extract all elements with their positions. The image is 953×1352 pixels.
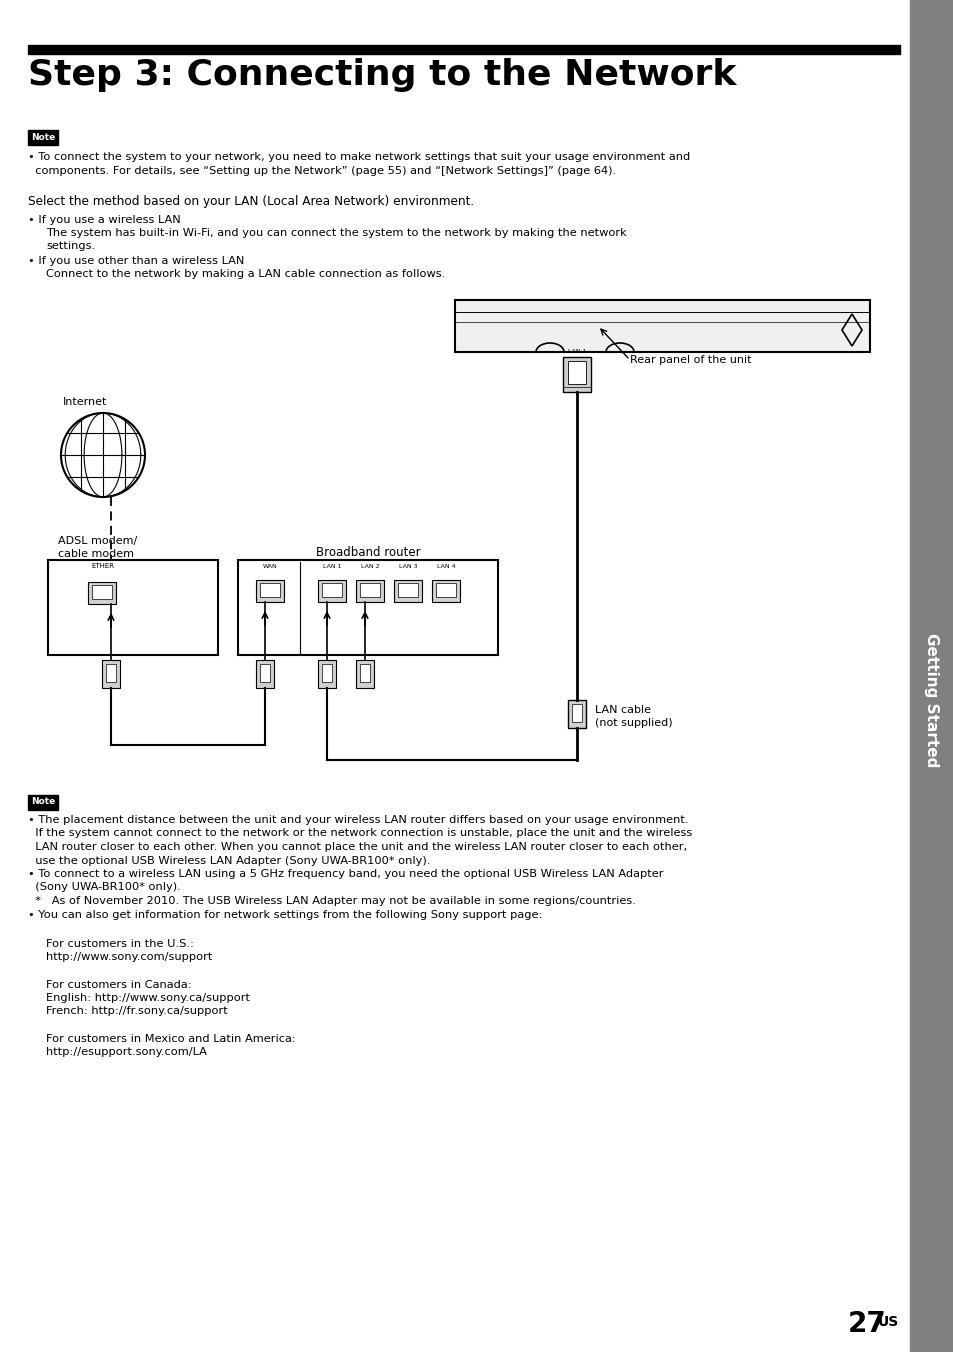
Bar bbox=[322, 664, 332, 681]
Text: Note: Note bbox=[30, 798, 55, 807]
Text: French: http://fr.sony.ca/support: French: http://fr.sony.ca/support bbox=[46, 1006, 228, 1017]
Bar bbox=[260, 664, 270, 681]
Text: ETHER: ETHER bbox=[91, 562, 114, 569]
Bar bbox=[88, 581, 116, 604]
Bar bbox=[567, 700, 585, 727]
Text: For customers in Mexico and Latin America:: For customers in Mexico and Latin Americ… bbox=[46, 1033, 295, 1044]
Text: • If you use a wireless LAN: • If you use a wireless LAN bbox=[28, 215, 180, 224]
Text: Step 3: Connecting to the Network: Step 3: Connecting to the Network bbox=[28, 58, 736, 92]
Bar bbox=[102, 660, 120, 688]
Text: 27: 27 bbox=[847, 1310, 886, 1338]
Bar bbox=[562, 357, 590, 392]
Text: English: http://www.sony.ca/support: English: http://www.sony.ca/support bbox=[46, 992, 250, 1003]
Text: (not supplied): (not supplied) bbox=[595, 718, 672, 727]
Text: LAN router closer to each other. When you cannot place the unit and the wireless: LAN router closer to each other. When yo… bbox=[28, 842, 686, 852]
Text: Internet: Internet bbox=[63, 397, 108, 407]
Bar bbox=[255, 580, 284, 602]
Bar bbox=[317, 580, 346, 602]
Text: Select the method based on your LAN (Local Area Network) environment.: Select the method based on your LAN (Loc… bbox=[28, 195, 474, 208]
Bar bbox=[397, 583, 417, 598]
Text: cable modem: cable modem bbox=[58, 549, 133, 558]
Bar bbox=[572, 704, 581, 722]
Text: LAN 4: LAN 4 bbox=[436, 564, 455, 569]
Text: US: US bbox=[877, 1315, 899, 1329]
Bar bbox=[436, 583, 456, 598]
Text: • You can also get information for network settings from the following Sony supp: • You can also get information for netwo… bbox=[28, 910, 542, 919]
Circle shape bbox=[61, 412, 145, 498]
Bar bbox=[28, 45, 899, 54]
Text: Note: Note bbox=[30, 132, 55, 142]
Bar bbox=[260, 583, 280, 598]
Text: LAN 1: LAN 1 bbox=[322, 564, 341, 569]
Text: LAN 1: LAN 1 bbox=[567, 349, 586, 354]
Bar bbox=[322, 583, 341, 598]
Bar bbox=[48, 560, 218, 654]
Bar bbox=[106, 664, 116, 681]
Bar bbox=[255, 660, 274, 688]
Text: LAN 2: LAN 2 bbox=[360, 564, 379, 569]
Text: • If you use other than a wireless LAN: • If you use other than a wireless LAN bbox=[28, 256, 244, 266]
Bar bbox=[28, 795, 58, 810]
Bar bbox=[359, 583, 379, 598]
Bar bbox=[394, 580, 421, 602]
Text: Getting Started: Getting Started bbox=[923, 633, 939, 767]
Text: • The placement distance between the unit and your wireless LAN router differs b: • The placement distance between the uni… bbox=[28, 815, 688, 825]
Text: If the system cannot connect to the network or the network connection is unstabl: If the system cannot connect to the netw… bbox=[28, 829, 692, 838]
Bar bbox=[567, 361, 585, 384]
Text: components. For details, see “Setting up the Network” (page 55) and “[Network Se: components. For details, see “Setting up… bbox=[28, 166, 616, 176]
Text: Rear panel of the unit: Rear panel of the unit bbox=[629, 356, 751, 365]
Bar bbox=[432, 580, 459, 602]
Text: http://esupport.sony.com/LA: http://esupport.sony.com/LA bbox=[46, 1046, 207, 1057]
Text: For customers in the U.S.:: For customers in the U.S.: bbox=[46, 940, 193, 949]
Text: http://www.sony.com/support: http://www.sony.com/support bbox=[46, 953, 213, 963]
Bar bbox=[28, 130, 58, 145]
Text: • To connect to a wireless LAN using a 5 GHz frequency band, you need the option: • To connect to a wireless LAN using a 5… bbox=[28, 869, 662, 879]
Text: For customers in Canada:: For customers in Canada: bbox=[46, 979, 192, 990]
Bar bbox=[355, 580, 384, 602]
Text: Connect to the network by making a LAN cable connection as follows.: Connect to the network by making a LAN c… bbox=[46, 269, 445, 279]
Text: (Sony UWA-BR100* only).: (Sony UWA-BR100* only). bbox=[28, 883, 180, 892]
Bar bbox=[91, 585, 112, 599]
Bar bbox=[317, 660, 335, 688]
Bar bbox=[909, 0, 953, 1352]
Bar bbox=[237, 560, 497, 654]
Bar bbox=[455, 300, 869, 352]
Text: *   As of November 2010. The USB Wireless LAN Adapter may not be available in so: * As of November 2010. The USB Wireless … bbox=[28, 896, 636, 906]
Text: LAN 3: LAN 3 bbox=[398, 564, 416, 569]
Text: settings.: settings. bbox=[46, 241, 95, 251]
Text: WAN: WAN bbox=[262, 564, 277, 569]
Text: LAN cable: LAN cable bbox=[595, 704, 650, 715]
Text: use the optional USB Wireless LAN Adapter (Sony UWA-BR100* only).: use the optional USB Wireless LAN Adapte… bbox=[28, 856, 430, 865]
Bar bbox=[359, 664, 370, 681]
Bar bbox=[355, 660, 374, 688]
Text: ADSL modem/: ADSL modem/ bbox=[58, 535, 137, 546]
Text: • To connect the system to your network, you need to make network settings that : • To connect the system to your network,… bbox=[28, 151, 690, 162]
Text: The system has built-in Wi-Fi, and you can connect the system to the network by : The system has built-in Wi-Fi, and you c… bbox=[46, 228, 626, 238]
Text: Broadband router: Broadband router bbox=[315, 546, 420, 558]
